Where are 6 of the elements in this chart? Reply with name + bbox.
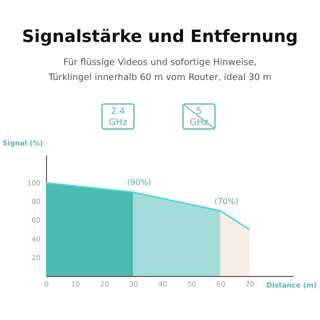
chart-subtitle: Für flüssige Videos und sofortige Hinweise, Türklingel innerhalb 60 m vom Router, ideal 30 m [47, 58, 272, 83]
data-label: (90%) [127, 178, 152, 188]
text: 2.4 GHz [108, 107, 128, 128]
chart-title: Signalstärke und Entfernung [22, 27, 298, 47]
text: 5 GHz [190, 107, 209, 128]
data-label: (70%) [214, 196, 238, 206]
